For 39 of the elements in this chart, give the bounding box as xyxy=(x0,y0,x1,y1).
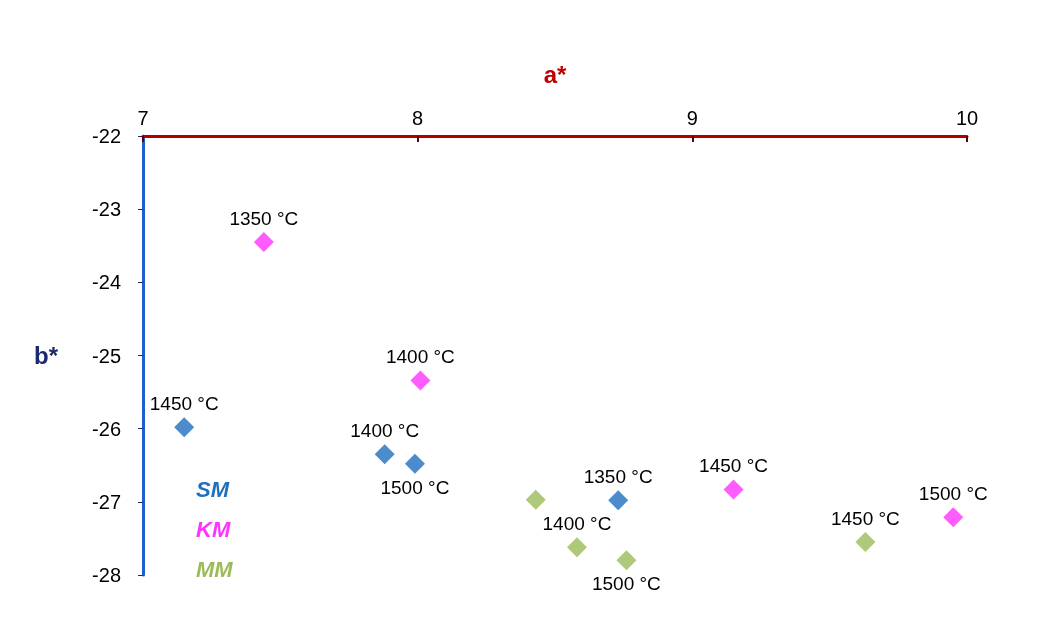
annotation: 1400 °C xyxy=(385,346,455,368)
annotation: 1500 °C xyxy=(591,573,661,595)
point xyxy=(174,417,195,438)
x-tick-label: 7 xyxy=(137,107,149,129)
annotation: 1450 °C xyxy=(699,455,768,477)
point xyxy=(525,489,546,510)
point xyxy=(253,232,274,253)
annotation: 1500 °C xyxy=(380,476,450,498)
x-tick-label: 10 xyxy=(955,107,979,129)
text: MM xyxy=(196,556,234,582)
point xyxy=(404,453,425,474)
annotation: 1350 °C xyxy=(229,208,299,230)
x-tick-label: 9 xyxy=(686,107,698,129)
y-tick-label: -22 xyxy=(92,125,121,147)
y-axis-title: b* xyxy=(34,342,59,369)
y-tick-label: -24 xyxy=(92,271,121,294)
point xyxy=(566,537,587,558)
y-tick-label: -27 xyxy=(92,490,121,513)
point xyxy=(608,490,629,511)
annotation: 1400 °C xyxy=(542,513,612,535)
y-tick-label: -23 xyxy=(92,198,121,221)
point xyxy=(855,532,876,553)
annotation: 1450 °C xyxy=(830,508,900,530)
x-tick-label: 8 xyxy=(412,107,424,129)
annotation: 1350 °C xyxy=(583,466,653,488)
annotation: 1450 °C xyxy=(149,393,219,415)
point xyxy=(410,370,431,391)
point xyxy=(723,479,744,500)
point xyxy=(943,507,964,528)
annotation: 1500 °C xyxy=(918,483,988,505)
y-tick-label: -28 xyxy=(92,564,121,586)
text: KM xyxy=(196,516,231,542)
annotation: 1400 °C xyxy=(350,420,420,442)
y-tick-label: -25 xyxy=(92,344,121,367)
x-axis-title: a* xyxy=(543,60,567,88)
point xyxy=(374,444,395,465)
series-label: SM xyxy=(196,476,230,502)
point xyxy=(616,550,637,571)
y-tick-label: -26 xyxy=(92,417,121,440)
